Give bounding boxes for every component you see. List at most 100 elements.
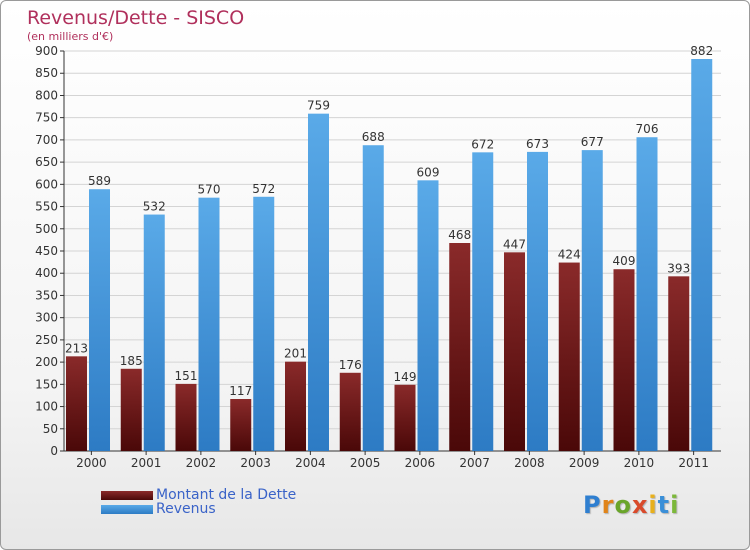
bar-debt bbox=[449, 243, 471, 451]
x-tick-label: 2006 bbox=[405, 456, 436, 470]
data-label-debt: 117 bbox=[229, 384, 252, 398]
y-tick-label: 250 bbox=[35, 333, 58, 347]
data-label-revenue: 673 bbox=[526, 137, 549, 151]
axes: 0 50 100 150 200 250 300 350 400 450 500 550 600 650 7… bbox=[35, 44, 721, 470]
legend-item-debt: Montant de la Dette bbox=[101, 487, 296, 503]
y-tick-label: 200 bbox=[35, 355, 58, 369]
y-tick-label: 700 bbox=[35, 133, 58, 147]
data-label-debt: 393 bbox=[667, 261, 690, 275]
legend-label-revenue: Revenus bbox=[156, 501, 216, 517]
data-label-debt: 468 bbox=[448, 228, 471, 242]
bar-debt bbox=[504, 252, 525, 451]
data-label-revenue: 570 bbox=[198, 183, 221, 197]
y-tick-label: 100 bbox=[35, 400, 58, 414]
data-label-debt: 213 bbox=[65, 341, 88, 355]
y-tick-label: 500 bbox=[35, 222, 58, 236]
data-label-revenue: 672 bbox=[471, 137, 494, 151]
y-tick-label: 50 bbox=[43, 422, 58, 436]
y-tick-label: 550 bbox=[35, 200, 58, 214]
logo-letter: r bbox=[601, 491, 615, 519]
bar-revenue bbox=[472, 152, 494, 452]
chart-subtitle: (en milliers d'€) bbox=[27, 30, 114, 43]
logo-letter: i bbox=[670, 491, 680, 519]
legend-label-debt: Montant de la Dette bbox=[156, 487, 297, 503]
y-tick-label: 750 bbox=[35, 111, 58, 125]
data-label-debt: 424 bbox=[558, 248, 581, 262]
bar-revenue bbox=[691, 59, 713, 451]
x-tick-label: 2010 bbox=[624, 456, 655, 470]
bar-debt bbox=[230, 399, 252, 451]
chart-title: Revenus/Dette - SISCO bbox=[27, 7, 245, 29]
data-label-revenue: 589 bbox=[88, 174, 111, 188]
bars bbox=[66, 59, 713, 452]
x-tick-label: 2004 bbox=[295, 456, 326, 470]
legend-swatch-debt bbox=[101, 490, 153, 500]
bar-debt bbox=[285, 361, 306, 451]
x-tick-label: 2009 bbox=[569, 456, 600, 470]
bar-debt bbox=[66, 356, 87, 451]
bar-debt bbox=[175, 383, 197, 451]
y-tick-label: 350 bbox=[35, 288, 58, 302]
data-label-revenue: 882 bbox=[690, 44, 713, 58]
data-label-debt: 176 bbox=[339, 358, 362, 372]
bar-debt bbox=[120, 368, 142, 451]
bar-debt bbox=[558, 262, 580, 451]
data-label-debt: 201 bbox=[284, 347, 307, 361]
bar-revenue bbox=[417, 180, 439, 452]
data-label-revenue: 532 bbox=[143, 200, 166, 214]
bar-revenue bbox=[527, 151, 548, 451]
bar-revenue bbox=[581, 150, 603, 451]
data-labels: 213 589 185 532 151 570 117 572 201 759 176 688 149 6… bbox=[65, 44, 713, 398]
data-label-revenue: 609 bbox=[417, 165, 440, 179]
data-label-revenue: 759 bbox=[307, 99, 330, 113]
proxiti-logo: Proxiti bbox=[583, 491, 679, 519]
logo-letter: P bbox=[583, 491, 602, 519]
bar-revenue bbox=[198, 197, 220, 451]
y-tick-label: 600 bbox=[35, 177, 58, 191]
data-label-revenue: 572 bbox=[252, 182, 275, 196]
y-tick-label: 300 bbox=[35, 311, 58, 325]
data-label-revenue: 706 bbox=[636, 122, 659, 136]
bar-debt bbox=[668, 276, 690, 451]
bar-revenue bbox=[362, 145, 384, 451]
y-tick-label: 450 bbox=[35, 244, 58, 258]
y-tick-label: 150 bbox=[35, 377, 58, 391]
legend-swatch-revenue bbox=[101, 504, 153, 514]
logo-letter: t bbox=[657, 491, 671, 519]
y-tick-label: 850 bbox=[35, 66, 58, 80]
bar-debt bbox=[339, 372, 361, 451]
data-label-debt: 409 bbox=[613, 254, 636, 268]
data-label-debt: 447 bbox=[503, 237, 526, 251]
x-tick-label: 2003 bbox=[240, 456, 271, 470]
bar-revenue bbox=[253, 196, 275, 451]
y-tick-label: 400 bbox=[35, 266, 58, 280]
logo-letter: o bbox=[614, 491, 632, 519]
logo-letter: x bbox=[631, 491, 649, 519]
grid-lines bbox=[64, 50, 721, 452]
x-tick-label: 2001 bbox=[131, 456, 162, 470]
bar-revenue bbox=[636, 137, 658, 451]
x-tick-label: 2007 bbox=[459, 456, 490, 470]
data-label-revenue: 677 bbox=[581, 135, 604, 149]
x-tick-label: 2000 bbox=[76, 456, 107, 470]
bar-revenue bbox=[89, 189, 110, 451]
data-label-debt: 151 bbox=[175, 369, 198, 383]
x-tick-label: 2005 bbox=[350, 456, 381, 470]
bar-debt bbox=[394, 384, 416, 451]
y-tick-label: 800 bbox=[35, 88, 58, 102]
y-tick-label: 900 bbox=[35, 44, 58, 58]
bar-revenue bbox=[308, 113, 329, 452]
data-label-debt: 149 bbox=[394, 370, 417, 384]
legend-item-revenue: Revenus bbox=[101, 501, 216, 517]
bar-debt bbox=[613, 269, 635, 451]
data-label-revenue: 688 bbox=[362, 130, 385, 144]
bar-revenue bbox=[143, 214, 165, 451]
x-tick-label: 2008 bbox=[514, 456, 545, 470]
x-tick-label: 2011 bbox=[678, 456, 709, 470]
y-tick-label: 650 bbox=[35, 155, 58, 169]
logo-letter: i bbox=[648, 491, 658, 519]
data-label-debt: 185 bbox=[120, 354, 143, 368]
y-tick-label: 0 bbox=[50, 444, 58, 458]
